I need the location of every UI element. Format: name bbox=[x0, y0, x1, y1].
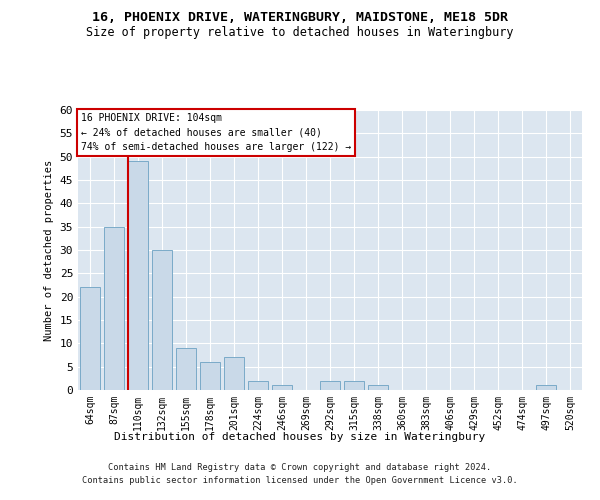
Bar bbox=[224, 358, 244, 390]
Text: Contains public sector information licensed under the Open Government Licence v3: Contains public sector information licen… bbox=[82, 476, 518, 485]
Bar bbox=[248, 380, 268, 390]
Bar bbox=[344, 380, 364, 390]
Bar bbox=[272, 386, 292, 390]
Bar bbox=[320, 380, 340, 390]
Bar bbox=[80, 288, 100, 390]
Text: Size of property relative to detached houses in Wateringbury: Size of property relative to detached ho… bbox=[86, 26, 514, 39]
Text: 16 PHOENIX DRIVE: 104sqm
← 24% of detached houses are smaller (40)
74% of semi-d: 16 PHOENIX DRIVE: 104sqm ← 24% of detach… bbox=[80, 113, 351, 152]
Bar bbox=[104, 226, 124, 390]
Text: 16, PHOENIX DRIVE, WATERINGBURY, MAIDSTONE, ME18 5DR: 16, PHOENIX DRIVE, WATERINGBURY, MAIDSTO… bbox=[92, 11, 508, 24]
Bar bbox=[176, 348, 196, 390]
Text: Contains HM Land Registry data © Crown copyright and database right 2024.: Contains HM Land Registry data © Crown c… bbox=[109, 464, 491, 472]
Bar bbox=[368, 386, 388, 390]
Bar bbox=[152, 250, 172, 390]
Bar bbox=[536, 386, 556, 390]
Text: Distribution of detached houses by size in Wateringbury: Distribution of detached houses by size … bbox=[115, 432, 485, 442]
Bar bbox=[128, 162, 148, 390]
Y-axis label: Number of detached properties: Number of detached properties bbox=[44, 160, 54, 340]
Bar bbox=[200, 362, 220, 390]
